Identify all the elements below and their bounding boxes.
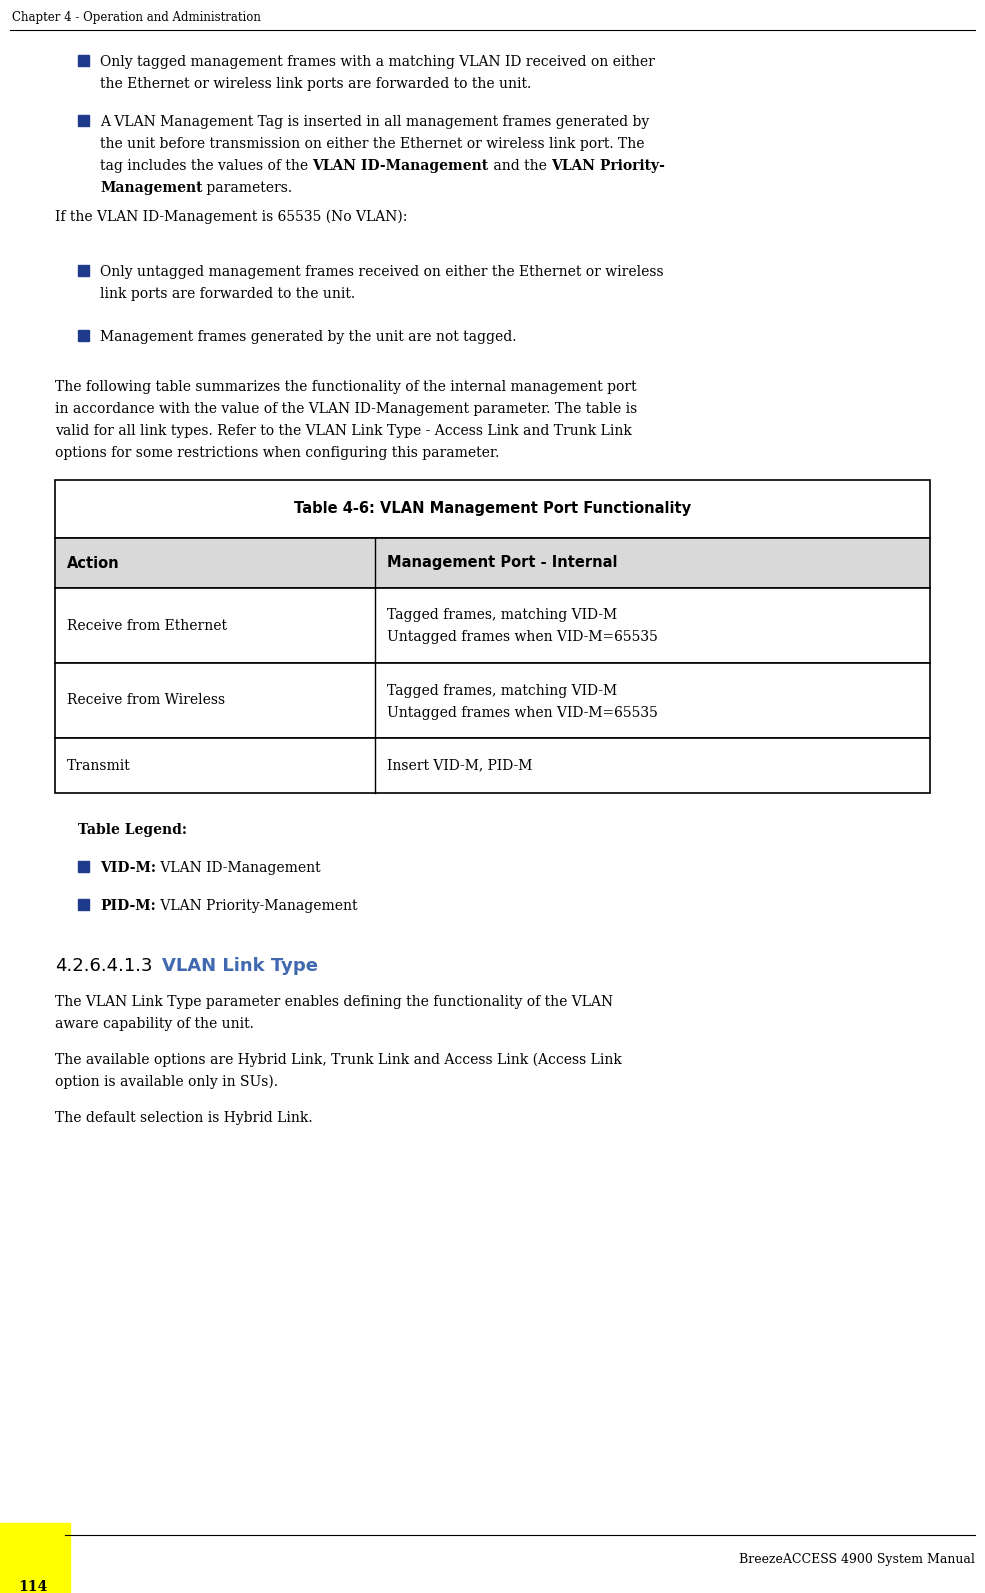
Text: Receive from Ethernet: Receive from Ethernet	[67, 618, 227, 632]
Text: Only tagged management frames with a matching VLAN ID received on either: Only tagged management frames with a mat…	[100, 56, 655, 68]
Bar	[78, 860, 89, 871]
Text: The following table summarizes the functionality of the internal management port: The following table summarizes the funct…	[55, 381, 636, 393]
Text: VLAN ID-Management: VLAN ID-Management	[312, 159, 489, 174]
Text: Table Legend:: Table Legend:	[78, 824, 187, 836]
Text: 114: 114	[18, 1580, 47, 1593]
Text: VLAN ID-Management: VLAN ID-Management	[156, 860, 321, 875]
Bar	[0, 1523, 70, 1593]
Text: the unit before transmission on either the Ethernet or wireless link port. The: the unit before transmission on either t…	[100, 137, 644, 151]
Bar	[78, 56, 89, 65]
Text: A VLAN Management Tag is inserted in all management frames generated by: A VLAN Management Tag is inserted in all…	[100, 115, 649, 129]
Bar	[55, 663, 930, 738]
Bar	[78, 115, 89, 126]
Bar	[55, 738, 930, 793]
Text: Tagged frames, matching VID-M: Tagged frames, matching VID-M	[387, 609, 618, 623]
Text: and the: and the	[489, 159, 551, 174]
Bar	[55, 588, 930, 663]
Bar	[55, 538, 930, 588]
Text: aware capability of the unit.: aware capability of the unit.	[55, 1016, 254, 1031]
Text: 4.2.6.4.1.3: 4.2.6.4.1.3	[55, 957, 153, 975]
Text: the Ethernet or wireless link ports are forwarded to the unit.: the Ethernet or wireless link ports are …	[100, 76, 531, 91]
Text: Untagged frames when VID-M=65535: Untagged frames when VID-M=65535	[387, 631, 658, 645]
Text: Tagged frames, matching VID-M: Tagged frames, matching VID-M	[387, 683, 618, 698]
Text: parameters.: parameters.	[203, 182, 293, 194]
Text: BreezeACCESS 4900 System Manual: BreezeACCESS 4900 System Manual	[739, 1553, 975, 1566]
Text: PID-M:: PID-M:	[100, 898, 156, 913]
Text: tag includes the values of the: tag includes the values of the	[100, 159, 312, 174]
Text: Management Port - Internal: Management Port - Internal	[387, 556, 618, 570]
Text: Insert VID-M, PID-M: Insert VID-M, PID-M	[387, 758, 532, 773]
Text: link ports are forwarded to the unit.: link ports are forwarded to the unit.	[100, 287, 356, 301]
Text: in accordance with the value of the VLAN ID-Management parameter. The table is: in accordance with the value of the VLAN…	[55, 401, 637, 416]
Text: Receive from Wireless: Receive from Wireless	[67, 693, 226, 707]
Text: Only untagged management frames received on either the Ethernet or wireless: Only untagged management frames received…	[100, 264, 664, 279]
Text: The VLAN Link Type parameter enables defining the functionality of the VLAN: The VLAN Link Type parameter enables def…	[55, 996, 613, 1008]
Text: option is available only in SUs).: option is available only in SUs).	[55, 1075, 278, 1090]
Text: VLAN Priority-: VLAN Priority-	[551, 159, 665, 174]
Bar	[78, 898, 89, 910]
Bar	[78, 264, 89, 276]
Text: Transmit: Transmit	[67, 758, 131, 773]
Text: The default selection is Hybrid Link.: The default selection is Hybrid Link.	[55, 1110, 312, 1125]
Text: If the VLAN ID-Management is 65535 (No VLAN):: If the VLAN ID-Management is 65535 (No V…	[55, 210, 408, 225]
Bar	[78, 330, 89, 341]
Text: VLAN Priority-Management: VLAN Priority-Management	[156, 898, 358, 913]
Text: The available options are Hybrid Link, Trunk Link and Access Link (Access Link: The available options are Hybrid Link, T…	[55, 1053, 622, 1067]
Text: VID-M:: VID-M:	[100, 860, 156, 875]
Text: Action: Action	[67, 556, 119, 570]
Text: Untagged frames when VID-M=65535: Untagged frames when VID-M=65535	[387, 706, 658, 720]
Text: VLAN Link Type: VLAN Link Type	[162, 957, 318, 975]
Text: Management: Management	[100, 182, 203, 194]
Text: valid for all link types. Refer to the VLAN Link Type - Access Link and Trunk Li: valid for all link types. Refer to the V…	[55, 424, 631, 438]
Text: options for some restrictions when configuring this parameter.: options for some restrictions when confi…	[55, 446, 499, 460]
Text: Management frames generated by the unit are not tagged.: Management frames generated by the unit …	[100, 330, 516, 344]
Text: Table 4-6: VLAN Management Port Functionality: Table 4-6: VLAN Management Port Function…	[294, 502, 691, 516]
Text: Chapter 4 - Operation and Administration: Chapter 4 - Operation and Administration	[12, 11, 261, 24]
Bar	[55, 479, 930, 538]
